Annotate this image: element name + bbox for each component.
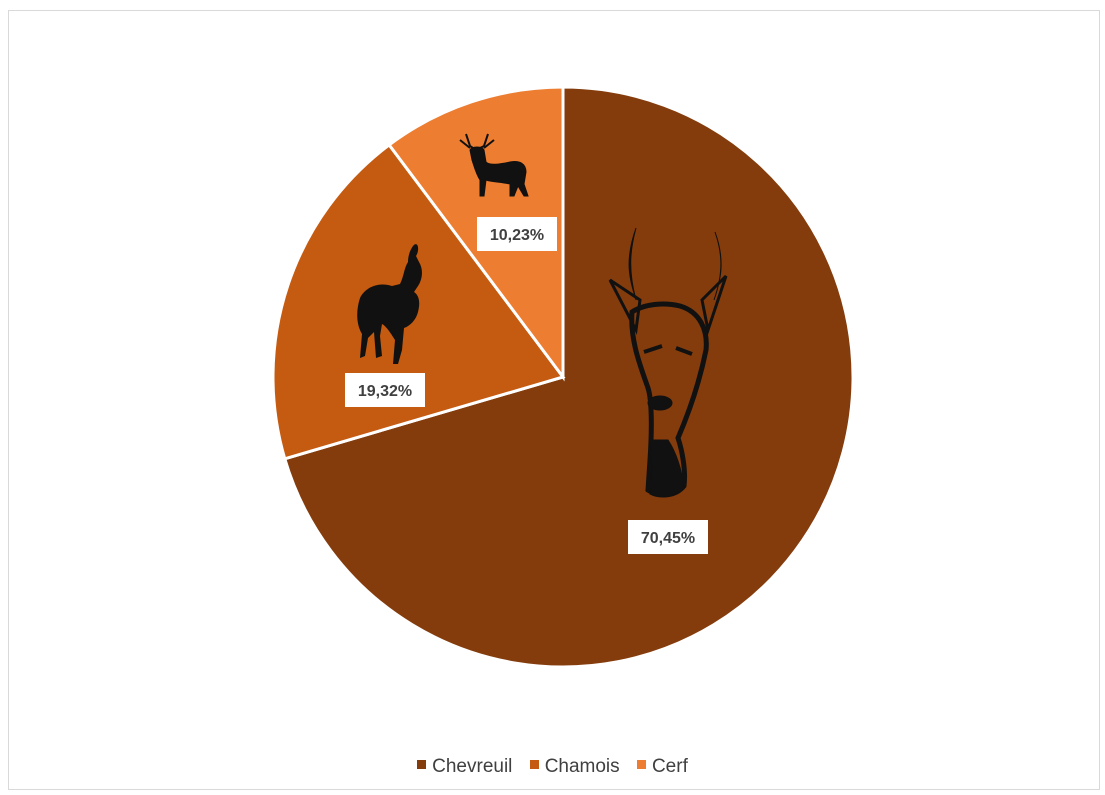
data-label-text-chevreuil: 70,45%: [641, 530, 695, 547]
legend-label-chevreuil: Chevreuil: [432, 756, 513, 777]
data-label-text-chamois: 19,32%: [358, 383, 412, 400]
legend-label-cerf: Cerf: [651, 756, 688, 777]
data-label-chamois: 19,32%: [345, 373, 425, 407]
legend-item-cerf: Cerf: [636, 756, 688, 778]
data-label-chevreuil: 70,45%: [628, 520, 708, 554]
legend-swatch-cerf: [636, 760, 646, 770]
legend-label-chamois: Chamois: [544, 756, 620, 777]
legend-swatch-chevreuil: [417, 760, 427, 770]
data-label-text-cerf: 10,23%: [490, 227, 544, 244]
legend-swatch-chamois: [529, 760, 539, 770]
chamois-icon: [357, 244, 422, 364]
pie-slice-cerf: [387, 85, 565, 382]
legend: Chevreuil Chamois Cerf: [0, 756, 1105, 778]
roe-deer-head-icon: [608, 227, 728, 498]
red-deer-icon: [459, 133, 529, 197]
data-label-box-cerf: [477, 217, 557, 251]
pie-slice-chevreuil: [282, 85, 855, 669]
legend-item-chamois: Chamois: [529, 756, 620, 778]
data-label-cerf: 10,23%: [477, 217, 557, 251]
data-label-box-chevreuil: [628, 520, 708, 554]
data-label-box-chamois: [345, 373, 425, 407]
legend-item-chevreuil: Chevreuil: [417, 756, 512, 778]
